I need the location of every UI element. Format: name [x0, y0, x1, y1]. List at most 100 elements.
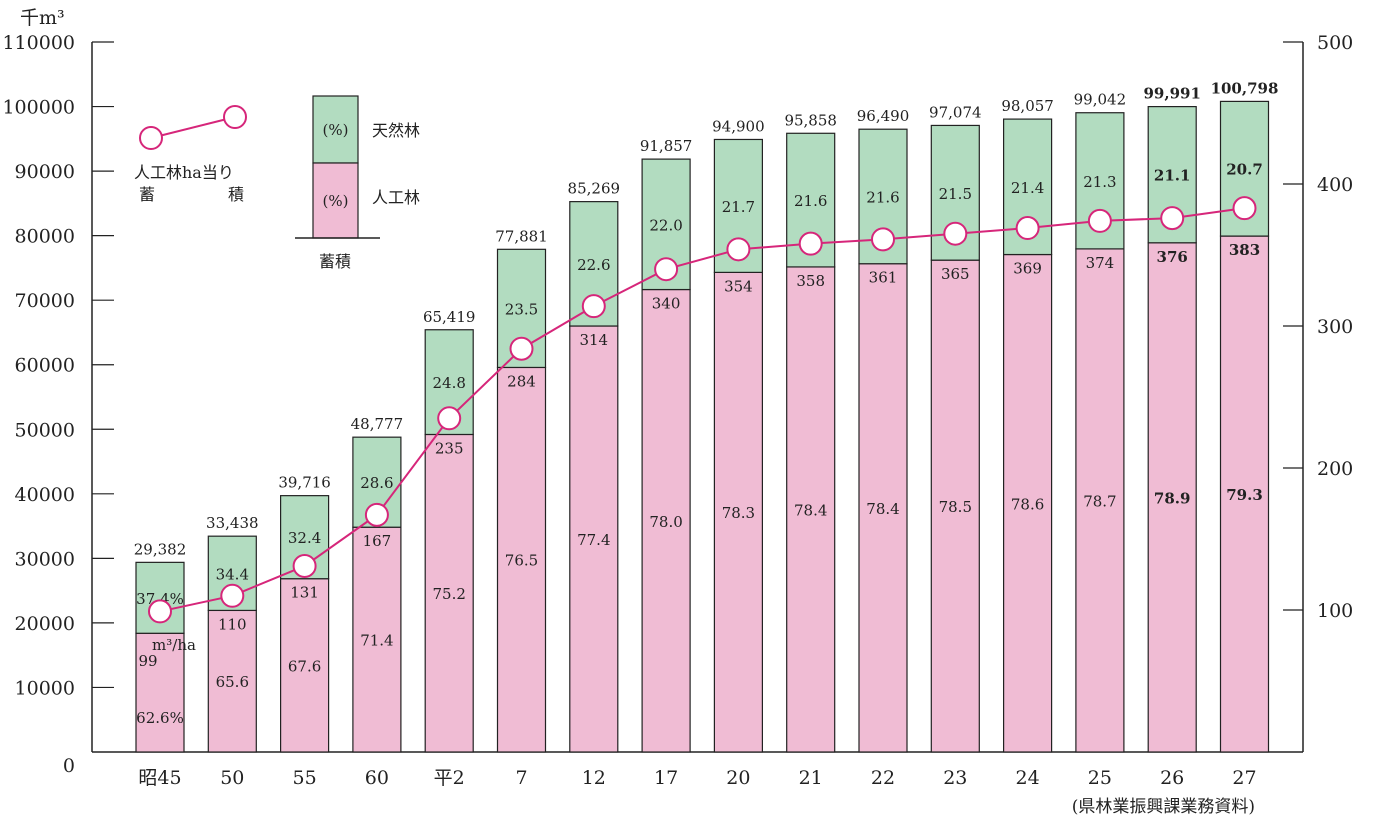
left-tick-label: 0: [63, 755, 75, 777]
per-ha-marker: [871, 227, 895, 252]
bar-legend: (%) (%) 天然林 人工林 蓄積: [295, 95, 420, 271]
bar-legend-pct-top: (%): [323, 121, 349, 139]
x-tick-label: 昭45: [138, 767, 181, 789]
per-ha-value-label: 340: [652, 295, 681, 313]
per-ha-marker: [1160, 206, 1185, 231]
bar-total-label: 95,858: [784, 111, 837, 129]
planted-pct-label: 78.6: [1011, 495, 1044, 513]
bar-planted: [1075, 248, 1125, 753]
natural-pct-label: 21.5: [939, 185, 972, 203]
x-tick-label: 50: [220, 767, 244, 789]
x-tick-label: 22: [871, 767, 895, 789]
planted-pct-label: 65.6: [216, 673, 249, 691]
per-ha-value-label: 99: [138, 652, 157, 670]
bar-total-label: 99,042: [1074, 91, 1127, 109]
bar-total-label: 91,857: [640, 137, 693, 155]
right-axis: 100 200 300 400 500: [1283, 32, 1353, 752]
x-tick-label: 12: [582, 767, 606, 789]
natural-pct-label: 21.7: [722, 198, 755, 216]
x-tick-label: 26: [1160, 767, 1184, 789]
bar-total-label: 100,798: [1211, 79, 1279, 97]
bar-total-label: 96,490: [857, 107, 910, 125]
bar-planted: [352, 526, 402, 753]
x-axis: 昭45 50 55 60 平2 7 12 17 20 21 22 23 24 25 26 27: [138, 767, 1256, 789]
planted-pct-label: 76.5: [505, 552, 538, 570]
natural-pct-label: 21.3: [1083, 173, 1116, 191]
per-ha-value-label: 284: [507, 372, 536, 390]
per-ha-value-label: 383: [1229, 241, 1260, 259]
planted-pct-label: 62.6%: [136, 709, 184, 727]
per-ha-value-label: 365: [941, 265, 970, 283]
left-tick-label: 90000: [15, 161, 75, 183]
bar-legend-pct-bottom: (%): [323, 192, 349, 210]
natural-pct-label: 24.8: [432, 374, 465, 392]
planted-pct-label: 78.5: [939, 498, 972, 516]
right-tick-label: 200: [1317, 458, 1353, 480]
per-ha-marker: [1232, 196, 1257, 221]
planted-pct-label: 78.3: [722, 504, 755, 522]
left-axis: 0 10000 20000 30000 40000 50000 60000 70000 8000…: [2, 32, 1303, 777]
x-tick-label: 17: [654, 767, 678, 789]
left-tick-label: 20000: [15, 613, 75, 635]
natural-pct-label: 21.4: [1011, 179, 1044, 197]
bar-planted: [207, 609, 257, 753]
bar-planted: [424, 433, 474, 753]
per-ha-unit-label: m³/ha: [152, 636, 196, 654]
natural-pct-label: 21.6: [794, 192, 827, 210]
planted-pct-label: 78.4: [794, 501, 827, 519]
left-tick-label: 70000: [15, 290, 75, 312]
bar-total-label: 94,900: [712, 117, 765, 135]
natural-pct-label: 34.4: [216, 565, 249, 583]
per-ha-marker: [1015, 216, 1040, 241]
per-ha-marker: [509, 336, 534, 361]
left-tick-label: 50000: [15, 419, 75, 441]
bar-total-label: 98,057: [1001, 97, 1054, 115]
natural-pct-label: 32.4: [288, 529, 321, 547]
line-legend-marker: [223, 105, 247, 129]
per-ha-marker: [220, 583, 245, 608]
right-tick-label: 100: [1317, 600, 1353, 622]
left-tick-label: 110000: [2, 32, 75, 54]
per-ha-marker: [581, 294, 606, 319]
left-tick-label: 10000: [15, 677, 75, 699]
natural-pct-label: 21.6: [866, 188, 899, 206]
line-legend-marker: [139, 126, 163, 150]
bar-planted: [713, 271, 764, 753]
bar-total-label: 33,438: [206, 514, 259, 532]
natural-pct-label: 22.6: [577, 256, 610, 274]
bar-total-label: 85,269: [568, 180, 621, 198]
per-ha-value-label: 167: [363, 532, 392, 550]
per-ha-marker: [437, 406, 462, 431]
bar-legend-caption: 蓄積: [319, 252, 351, 271]
x-tick-label: 55: [293, 767, 317, 789]
bar-planted: [1147, 242, 1197, 753]
per-ha-marker: [364, 502, 389, 527]
per-ha-marker: [798, 231, 823, 256]
x-tick-label: 7: [515, 767, 527, 789]
planted-pct-label: 79.3: [1226, 486, 1263, 504]
bar-legend-natural-label: 天然林: [372, 121, 420, 140]
bar-planted: [1219, 235, 1270, 753]
per-ha-marker: [292, 553, 317, 578]
bar-planted: [930, 259, 980, 753]
line-legend: 人工林ha当り 蓄 積: [134, 105, 247, 204]
bar-total-label: 77,881: [495, 227, 548, 245]
planted-pct-label: 71.4: [360, 632, 393, 650]
bar-total-label: 65,419: [423, 308, 476, 326]
per-ha-value-label: 374: [1086, 254, 1115, 272]
planted-pct-label: 77.4: [577, 531, 610, 549]
left-tick-label: 60000: [15, 355, 75, 377]
per-ha-marker: [726, 237, 751, 262]
x-tick-label: 20: [726, 767, 750, 789]
left-axis-unit: 千m³: [20, 7, 65, 29]
bar-planted: [280, 578, 330, 753]
per-ha-marker: [1087, 208, 1112, 233]
natural-pct-label: 21.1: [1154, 167, 1191, 185]
per-ha-value-label: 110: [218, 615, 247, 633]
natural-pct-label: 23.5: [505, 300, 538, 318]
natural-pct-label: 28.6: [360, 474, 393, 492]
bar-total-label: 29,382: [134, 540, 187, 558]
x-tick-label: 60: [365, 767, 389, 789]
x-tick-label: 24: [1016, 767, 1040, 789]
